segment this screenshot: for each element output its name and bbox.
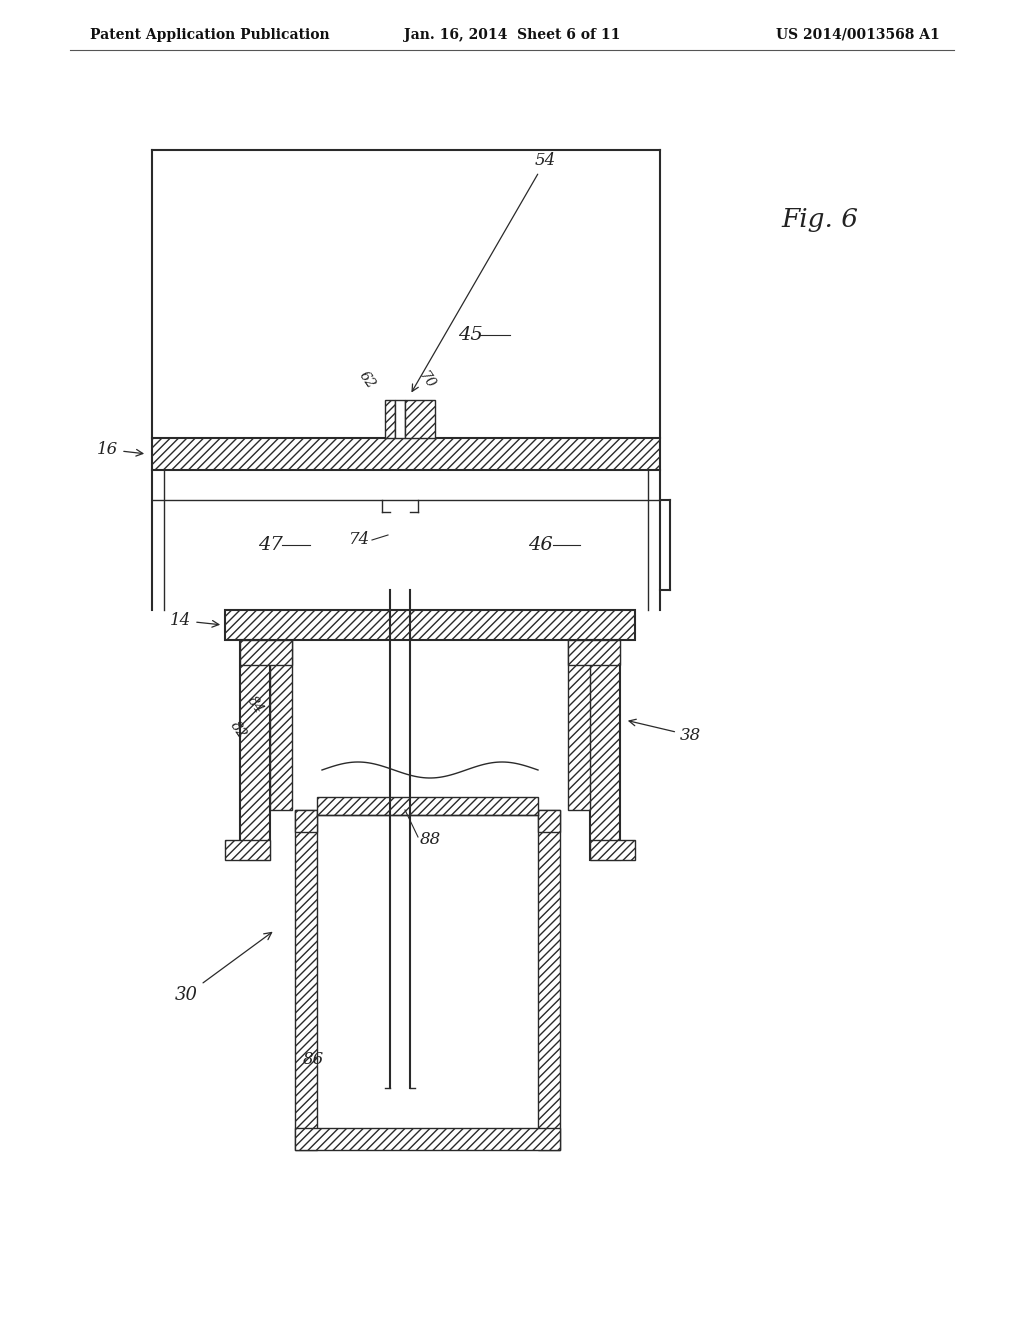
Text: 14: 14 [170,612,219,630]
Text: 47: 47 [258,536,283,554]
Bar [225,610,635,640]
Bar [590,640,620,861]
Bar [152,438,660,470]
Bar [270,640,292,810]
Text: 62: 62 [356,368,378,391]
Text: Fig. 6: Fig. 6 [781,207,858,232]
Text: 38: 38 [629,719,701,744]
Bar [395,400,406,438]
Text: 46: 46 [527,536,552,554]
Text: 70: 70 [416,368,438,391]
Bar [225,840,270,861]
Text: Patent Application Publication: Patent Application Publication [90,28,330,42]
Text: 86: 86 [303,1052,325,1068]
Text: 88: 88 [420,832,441,849]
Bar [295,1129,560,1150]
Text: 74: 74 [349,532,371,549]
Text: 84: 84 [244,694,266,717]
Bar [295,810,317,832]
Bar [568,640,620,665]
Bar [317,797,538,814]
Text: 54: 54 [412,152,556,392]
Text: 82: 82 [227,718,249,742]
Text: 45: 45 [458,326,482,345]
Text: 16: 16 [97,441,143,458]
Bar [240,640,292,665]
Text: 30: 30 [175,932,271,1005]
Bar [240,640,270,861]
Bar [295,810,317,1150]
Bar [406,400,435,438]
Bar [590,840,635,861]
Bar [538,810,560,832]
Text: Jan. 16, 2014  Sheet 6 of 11: Jan. 16, 2014 Sheet 6 of 11 [403,28,621,42]
Text: US 2014/0013568 A1: US 2014/0013568 A1 [776,28,940,42]
Bar [568,640,590,810]
Bar [385,400,395,438]
Bar [538,810,560,1150]
